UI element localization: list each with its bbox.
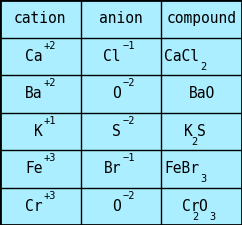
Text: K: K (183, 124, 192, 139)
Text: 2: 2 (192, 212, 199, 222)
Text: O: O (198, 199, 207, 214)
Text: cation: cation (14, 11, 67, 26)
Text: Ca: Ca (25, 49, 43, 64)
Text: Br: Br (104, 161, 121, 176)
Text: anion: anion (99, 11, 143, 26)
Text: +3: +3 (44, 191, 56, 201)
Text: −1: −1 (122, 153, 135, 163)
Text: 2: 2 (191, 137, 198, 147)
Text: 3: 3 (209, 212, 216, 222)
Text: −2: −2 (122, 116, 135, 126)
Text: +1: +1 (44, 116, 56, 126)
Text: +3: +3 (44, 153, 56, 163)
Text: Cl: Cl (104, 49, 121, 64)
Text: 2: 2 (200, 62, 207, 72)
Text: compound: compound (167, 11, 237, 26)
Text: Ba: Ba (25, 86, 43, 101)
Text: O: O (112, 199, 121, 214)
Text: S: S (197, 124, 206, 139)
Text: FeBr: FeBr (164, 161, 199, 176)
Text: CaCl: CaCl (164, 49, 199, 64)
Text: S: S (112, 124, 121, 139)
Text: Cr: Cr (182, 199, 200, 214)
Text: K: K (34, 124, 43, 139)
Text: −2: −2 (122, 191, 135, 201)
Text: O: O (112, 86, 121, 101)
Text: 3: 3 (200, 174, 207, 184)
Text: −1: −1 (122, 41, 135, 51)
Text: BaO: BaO (189, 86, 215, 101)
Text: +2: +2 (44, 41, 56, 51)
Text: −2: −2 (122, 78, 135, 88)
Text: Fe: Fe (25, 161, 43, 176)
Text: +2: +2 (44, 78, 56, 88)
Text: Cr: Cr (25, 199, 43, 214)
